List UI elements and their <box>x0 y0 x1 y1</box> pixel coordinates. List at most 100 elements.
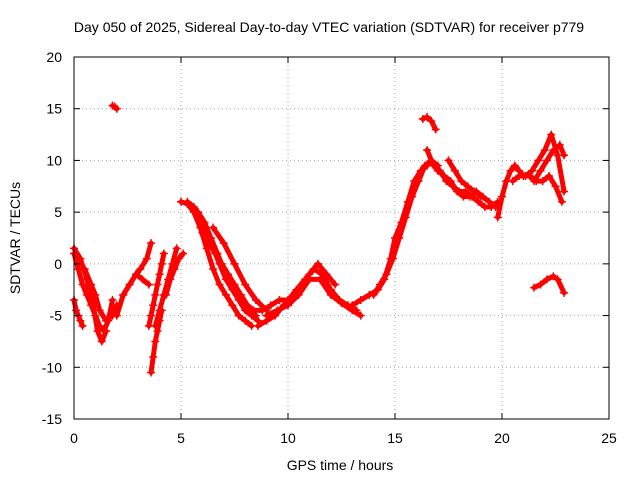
data-point <box>241 316 250 325</box>
data-point <box>147 239 156 248</box>
data-point <box>446 177 455 186</box>
data-point <box>292 285 301 294</box>
data-point <box>551 182 560 191</box>
data-point <box>91 290 100 299</box>
data-point <box>144 280 153 289</box>
series-arc-ac <box>530 272 569 297</box>
data-point <box>549 272 558 281</box>
data-point <box>493 213 502 222</box>
series-arc-c <box>70 296 87 330</box>
data-point <box>273 306 282 315</box>
data-point <box>200 218 209 227</box>
data-point <box>243 301 252 310</box>
data-point <box>189 202 198 211</box>
data-point <box>382 270 391 279</box>
data-point <box>536 280 545 289</box>
data-point <box>536 166 545 175</box>
data-point <box>204 239 213 248</box>
data-point <box>97 337 106 346</box>
data-point <box>151 337 160 346</box>
data-point <box>209 265 218 274</box>
data-point <box>251 296 260 305</box>
data-point <box>461 187 470 196</box>
data-point <box>542 156 551 165</box>
data-point <box>553 275 562 284</box>
data-point <box>236 290 245 299</box>
data-point <box>294 290 303 299</box>
data-point <box>112 311 121 320</box>
data-point <box>530 283 539 292</box>
data-point <box>153 280 162 289</box>
series-arc-v <box>418 112 440 134</box>
data-point <box>198 228 207 237</box>
data-point <box>142 254 151 263</box>
data-point <box>547 130 556 139</box>
y-tick-label: 10 <box>46 152 62 168</box>
data-point <box>557 197 566 206</box>
data-point <box>194 208 203 217</box>
data-point <box>508 177 517 186</box>
data-point <box>431 125 440 134</box>
data-point <box>162 290 171 299</box>
data-point <box>521 171 530 180</box>
data-point <box>414 177 423 186</box>
series-arc-k <box>108 101 121 113</box>
data-point <box>474 197 483 206</box>
data-point <box>444 156 453 165</box>
data-point <box>542 275 551 284</box>
data-point <box>560 288 569 297</box>
data-point <box>170 265 179 274</box>
data-point <box>401 213 410 222</box>
chart-title: Day 050 of 2025, Sidereal Day-to-day VTE… <box>74 19 584 35</box>
data-point <box>318 270 327 279</box>
data-point <box>506 166 515 175</box>
data-point <box>179 249 188 258</box>
data-point <box>485 197 494 206</box>
data-point <box>138 275 147 284</box>
series-arc-g <box>144 249 168 330</box>
data-point <box>356 311 365 320</box>
series-arc-u <box>369 156 442 299</box>
data-point <box>423 146 432 155</box>
data-point <box>91 311 100 320</box>
data-point <box>147 311 156 320</box>
series-arc-b <box>70 249 117 336</box>
data-point <box>457 177 466 186</box>
data-point <box>530 177 539 186</box>
data-point <box>254 321 263 330</box>
data-point <box>249 306 258 315</box>
data-point <box>348 301 357 310</box>
y-tick-label: 20 <box>46 49 62 65</box>
data-point <box>540 146 549 155</box>
data-point <box>219 239 228 248</box>
data-point <box>82 290 91 299</box>
series-arc-j <box>162 249 188 299</box>
data-point <box>465 192 474 201</box>
series-arc-p <box>209 223 271 315</box>
data-point <box>427 117 436 126</box>
x-tick-label: 10 <box>280 430 296 446</box>
data-point <box>549 146 558 155</box>
data-point <box>498 192 506 201</box>
x-tick-label: 25 <box>601 430 617 446</box>
data-point <box>429 161 438 170</box>
series-trace <box>199 230 265 313</box>
data-point <box>376 280 385 289</box>
data-point <box>534 156 543 165</box>
series-trace <box>178 199 255 329</box>
series-arc-x <box>433 166 500 211</box>
data-point <box>95 321 104 330</box>
y-tick-label: 5 <box>54 204 62 220</box>
data-point <box>147 368 156 377</box>
data-point <box>87 301 96 310</box>
data-point <box>151 321 160 330</box>
data-point <box>76 316 85 325</box>
data-point <box>545 171 554 180</box>
data-point <box>132 270 141 279</box>
x-tick-label: 0 <box>70 430 78 446</box>
data-point <box>87 280 96 289</box>
data-point <box>418 115 427 124</box>
series-trace <box>349 163 430 308</box>
data-point <box>217 259 226 268</box>
data-point <box>251 311 260 320</box>
